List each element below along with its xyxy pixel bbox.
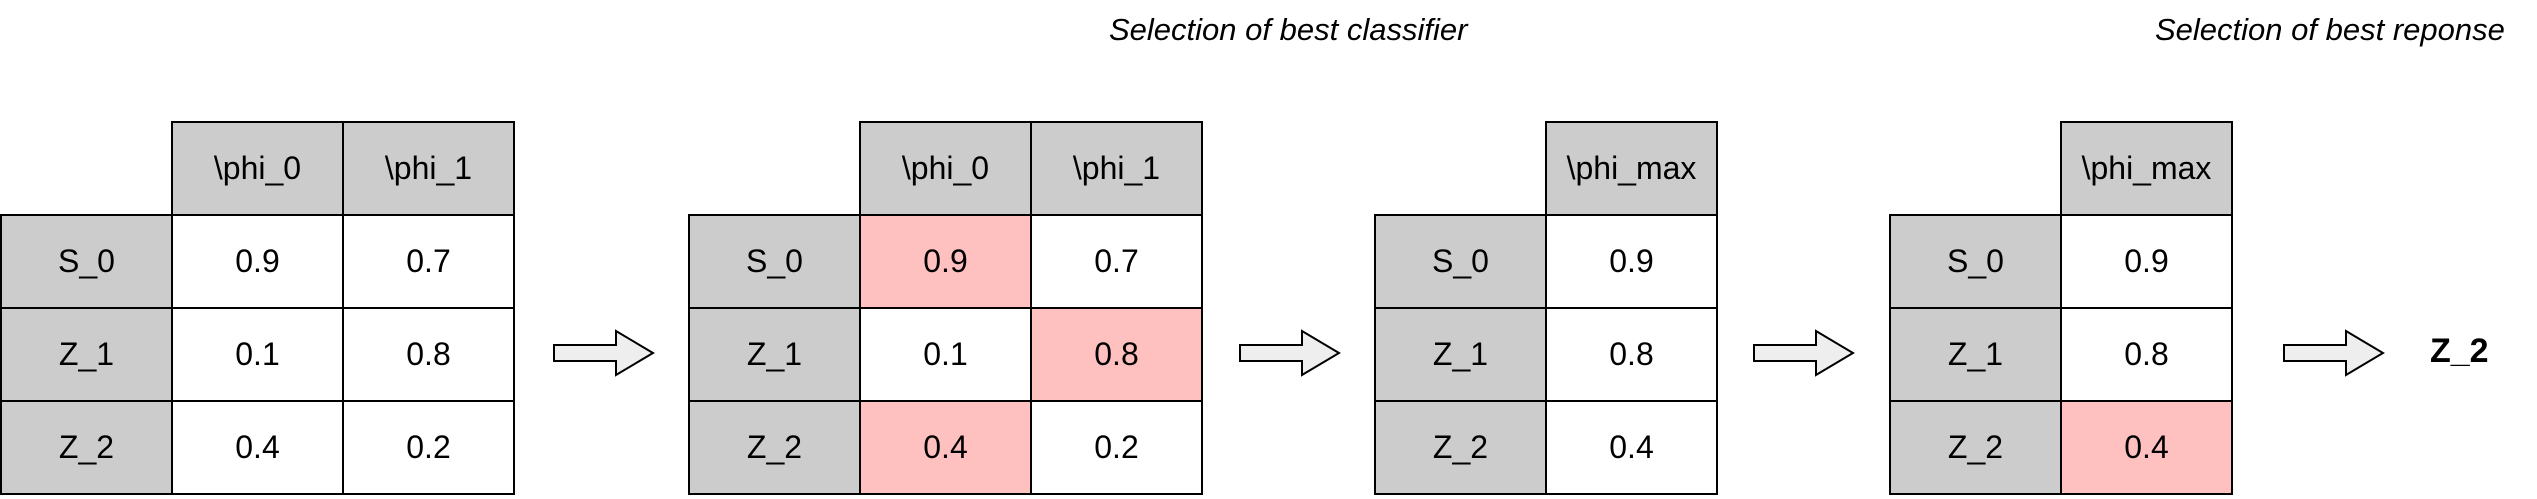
row-label: Z_1: [688, 307, 861, 402]
row-label: S_0: [1889, 214, 2062, 309]
table-cell: 0.1: [171, 307, 344, 402]
table-cell: 0.9: [1545, 214, 1718, 309]
row-label: Z_2: [1889, 400, 2062, 495]
row-label: S_0: [1374, 214, 1547, 309]
table-cell: 0.2: [342, 400, 515, 495]
table-cell: 0.2: [1030, 400, 1203, 495]
column-header: \phi_0: [859, 121, 1032, 216]
table-cell: 0.4: [1545, 400, 1718, 495]
arrow-icon: [2283, 329, 2385, 377]
arrow-icon: [553, 329, 655, 377]
result-label: Z_2: [2430, 332, 2489, 370]
table-cell: 0.9: [171, 214, 344, 309]
table-cell: 0.1: [859, 307, 1032, 402]
column-header: \phi_0: [171, 121, 344, 216]
row-label: Z_1: [1889, 307, 2062, 402]
caption-best-classifier: Selection of best classifier: [1109, 12, 1468, 47]
row-label: S_0: [0, 214, 173, 309]
arrow-icon: [1239, 329, 1341, 377]
table-cell: 0.7: [342, 214, 515, 309]
table-cell: 0.9: [2060, 214, 2233, 309]
column-header: \phi_1: [1030, 121, 1203, 216]
highlighted-cell: 0.4: [2060, 400, 2233, 495]
table-cell: 0.8: [2060, 307, 2233, 402]
column-header: \phi_1: [342, 121, 515, 216]
row-label: Z_2: [0, 400, 173, 495]
column-header: \phi_max: [2060, 121, 2233, 216]
caption-best-response: Selection of best reponse: [2155, 12, 2505, 47]
row-label: S_0: [688, 214, 861, 309]
row-label: Z_2: [1374, 400, 1547, 495]
column-header: \phi_max: [1545, 121, 1718, 216]
highlighted-cell: 0.8: [1030, 307, 1203, 402]
highlighted-cell: 0.9: [859, 214, 1032, 309]
highlighted-cell: 0.4: [859, 400, 1032, 495]
table-cell: 0.8: [342, 307, 515, 402]
table-cell: 0.7: [1030, 214, 1203, 309]
row-label: Z_1: [1374, 307, 1547, 402]
row-label: Z_1: [0, 307, 173, 402]
table-cell: 0.8: [1545, 307, 1718, 402]
row-label: Z_2: [688, 400, 861, 495]
arrow-icon: [1753, 329, 1855, 377]
table-cell: 0.4: [171, 400, 344, 495]
